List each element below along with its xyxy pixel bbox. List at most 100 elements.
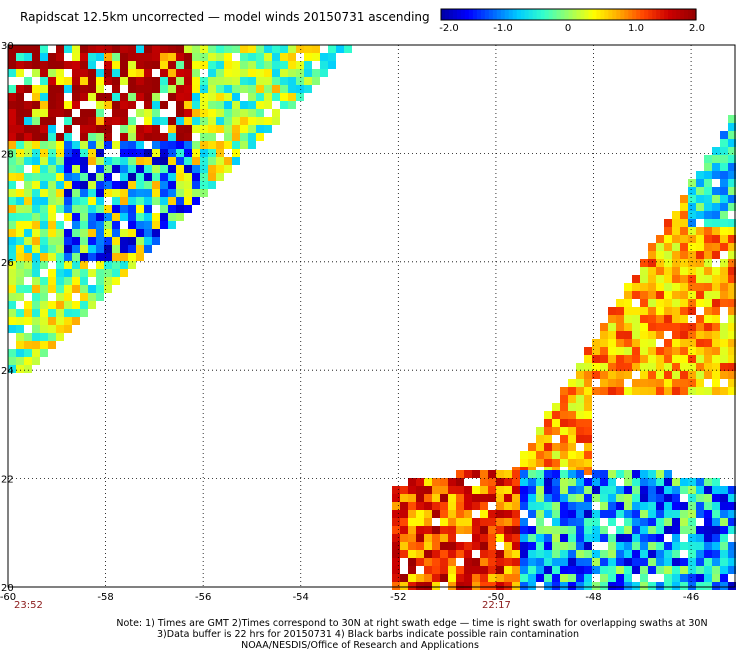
wind-diff-cell — [568, 510, 576, 518]
wind-diff-cell — [728, 315, 736, 323]
wind-diff-cell — [664, 323, 672, 331]
wind-diff-cell — [536, 510, 544, 518]
wind-diff-cell — [416, 558, 424, 566]
wind-diff-cell — [448, 510, 456, 518]
wind-diff-cell — [584, 459, 592, 467]
wind-diff-cell — [96, 237, 104, 245]
wind-diff-cell — [704, 187, 712, 195]
wind-diff-cell — [720, 526, 728, 534]
wind-diff-cell — [704, 195, 712, 203]
y-tick-label: 24 — [1, 366, 14, 377]
wind-diff-cell — [536, 486, 544, 494]
wind-diff-cell — [496, 478, 504, 486]
wind-diff-cell — [32, 229, 40, 237]
wind-diff-cell — [8, 157, 16, 165]
wind-diff-cell — [712, 227, 720, 235]
wind-diff-cell — [32, 333, 40, 341]
wind-diff-cell — [544, 486, 552, 494]
wind-diff-cell — [64, 197, 72, 205]
wind-diff-cell — [144, 125, 152, 133]
wind-diff-cell — [168, 61, 176, 69]
wind-diff-cell — [272, 93, 280, 101]
wind-diff-cell — [448, 574, 456, 582]
wind-diff-cell — [520, 574, 528, 582]
colorbar-cell — [441, 9, 446, 20]
wind-diff-cell — [576, 542, 584, 550]
wind-diff-cell — [264, 45, 272, 53]
wind-diff-cell — [672, 518, 680, 526]
wind-diff-cell — [720, 502, 728, 510]
wind-diff-cell — [464, 574, 472, 582]
wind-diff-cell — [624, 387, 632, 395]
wind-diff-cell — [88, 125, 96, 133]
wind-diff-cell — [728, 518, 736, 526]
wind-diff-cell — [672, 227, 680, 235]
wind-diff-cell — [488, 550, 496, 558]
wind-diff-cell — [128, 261, 136, 269]
wind-diff-cell — [528, 542, 536, 550]
wind-diff-cell — [720, 347, 728, 355]
wind-diff-cell — [96, 261, 104, 269]
y-tick-label: 30 — [1, 41, 14, 52]
wind-diff-cell — [712, 171, 720, 179]
wind-diff-cell — [480, 510, 488, 518]
wind-diff-cell — [704, 478, 712, 486]
y-tick-label: 20 — [1, 583, 14, 594]
wind-diff-cell — [560, 387, 568, 395]
wind-diff-cell — [600, 494, 608, 502]
colorbar-cell — [604, 9, 609, 20]
wind-diff-cell — [416, 510, 424, 518]
wind-diff-cell — [720, 510, 728, 518]
wind-diff-cell — [648, 470, 656, 478]
wind-diff-cell — [616, 355, 624, 363]
wind-diff-cell — [64, 261, 72, 269]
wind-diff-cell — [696, 291, 704, 299]
wind-diff-cell — [184, 85, 192, 93]
wind-diff-cell — [560, 470, 568, 478]
wind-diff-cell — [256, 101, 264, 109]
wind-diff-cell — [696, 339, 704, 347]
wind-diff-cell — [640, 478, 648, 486]
wind-diff-cell — [720, 582, 728, 590]
wind-diff-cell — [656, 291, 664, 299]
wind-diff-cell — [440, 542, 448, 550]
wind-diff-cell — [648, 582, 656, 590]
wind-diff-cell — [176, 53, 184, 61]
wind-diff-cell — [632, 315, 640, 323]
colorbar-cell — [564, 9, 570, 20]
wind-diff-cell — [240, 109, 248, 117]
wind-diff-cell — [688, 243, 696, 251]
wind-diff-cell — [600, 387, 608, 395]
wind-diff-cell — [672, 379, 680, 387]
wind-diff-cell — [464, 494, 472, 502]
wind-diff-cell — [464, 502, 472, 510]
wind-diff-cell — [136, 165, 144, 173]
wind-diff-cell — [176, 69, 184, 77]
wind-diff-cell — [688, 339, 696, 347]
wind-diff-cell — [672, 558, 680, 566]
wind-diff-cell — [16, 45, 24, 53]
wind-diff-cell — [96, 133, 104, 141]
wind-diff-cell — [600, 510, 608, 518]
wind-diff-cell — [672, 550, 680, 558]
wind-diff-cell — [280, 101, 288, 109]
wind-diff-cell — [416, 550, 424, 558]
wind-diff-cell — [48, 301, 56, 309]
wind-diff-cell — [648, 315, 656, 323]
wind-diff-cell — [616, 550, 624, 558]
wind-diff-cell — [416, 502, 424, 510]
wind-diff-cell — [48, 341, 56, 349]
wind-diff-cell — [664, 494, 672, 502]
wind-diff-cell — [696, 235, 704, 243]
wind-diff-cell — [680, 323, 688, 331]
wind-diff-cell — [560, 435, 568, 443]
wind-diff-cell — [432, 534, 440, 542]
wind-diff-cell — [608, 494, 616, 502]
wind-diff-cell — [408, 534, 416, 542]
wind-diff-cell — [240, 45, 248, 53]
wind-diff-cell — [120, 213, 128, 221]
wind-diff-cell — [168, 157, 176, 165]
wind-diff-cell — [472, 486, 480, 494]
wind-diff-cell — [728, 115, 736, 123]
wind-diff-cell — [408, 518, 416, 526]
